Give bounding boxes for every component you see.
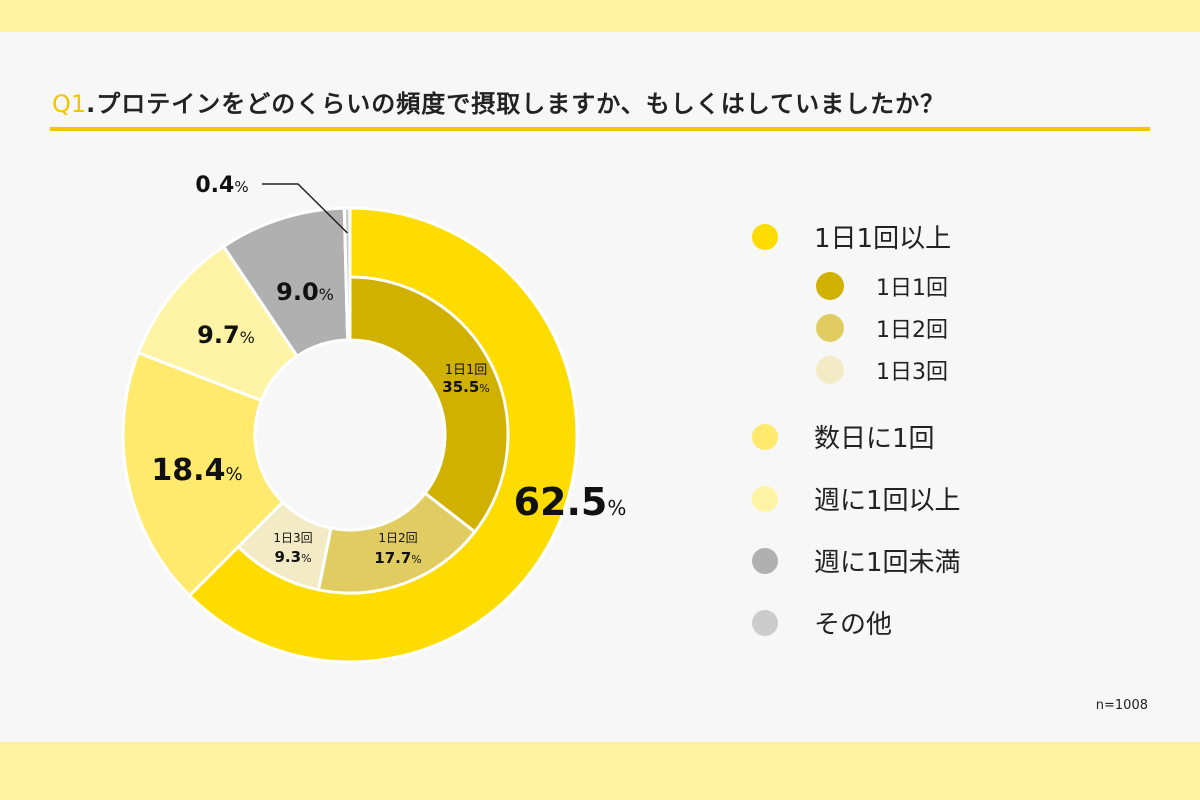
legend-item: 1日3回 [816,354,948,386]
page-title: Q1.プロテインをどのくらいの頻度で摂取しますか、もしくはしていましたか？ [52,84,945,119]
data-label: 62.5% [514,480,627,524]
legend-item: 週に1回未満 [752,542,961,579]
data-label: 9.3% [274,548,311,566]
legend-item: 1日2回 [816,312,948,344]
legend-label: その他 [814,610,893,640]
data-label: 0.4% [195,173,248,198]
legend-label: 1日2回 [876,318,948,343]
title-underline [50,127,1150,131]
data-label: 35.5% [442,378,489,396]
legend-swatch [816,272,844,300]
legend-label: 1日1回 [876,276,948,301]
legend-swatch [752,547,778,574]
legend-label: 週に1回以上 [814,486,961,516]
inner-slice [236,500,333,592]
leader-line [262,183,348,234]
legend-label: 1日1回以上 [814,224,952,254]
legend-swatch [752,609,778,636]
inner-category-label: 1日3回 [273,531,312,545]
inner-category-label: 1日2回 [378,531,417,545]
data-label: 18.4% [151,453,242,488]
legend-item: 1日1回以上 [752,218,951,255]
legend-item: その他 [752,604,892,641]
bottom-band [0,742,1200,800]
outer-slice [121,350,285,598]
data-label: 9.7% [197,321,255,349]
legend-label: 1日3回 [876,360,948,385]
legend-swatch [816,314,844,342]
legend-item: 数日に1回 [752,418,935,455]
top-band [0,0,1200,32]
inner-slice [348,275,510,534]
legend-swatch [752,423,778,450]
legend-item: 週に1回以上 [752,480,961,517]
legend-swatch [752,485,778,512]
question-text: .プロテインをどのくらいの頻度で摂取しますか、もしくはしていましたか？ [86,90,946,118]
legend-item: 1日1回 [816,270,948,302]
inner-category-label: 1日1回 [445,363,488,378]
legend-swatch [816,356,844,384]
sample-size: n=1008 [1095,698,1148,713]
question-number: Q1 [52,90,87,118]
legend-label: 週に1回未満 [814,548,961,578]
data-label: 9.0% [276,278,334,306]
legend-label: 数日に1回 [814,424,935,454]
legend-swatch [752,223,778,250]
data-label: 17.7% [374,549,421,567]
